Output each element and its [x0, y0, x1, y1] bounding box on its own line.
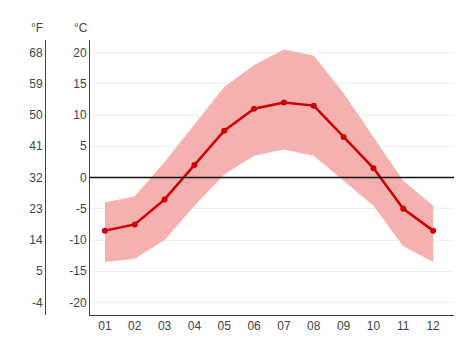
svg-text:07: 07 [277, 319, 291, 333]
svg-text:06: 06 [247, 319, 261, 333]
svg-text:01: 01 [98, 319, 112, 333]
svg-text:02: 02 [128, 319, 142, 333]
svg-text:10: 10 [73, 108, 87, 122]
svg-text:-4: -4 [32, 296, 43, 310]
svg-text:09: 09 [337, 319, 351, 333]
svg-text:20: 20 [73, 46, 87, 60]
svg-text:04: 04 [188, 319, 202, 333]
svg-text:05: 05 [218, 319, 232, 333]
svg-text:15: 15 [73, 77, 87, 91]
svg-text:°F: °F [31, 21, 43, 35]
svg-text:03: 03 [158, 319, 172, 333]
svg-text:12: 12 [426, 319, 440, 333]
svg-text:-15: -15 [69, 264, 87, 278]
svg-text:-20: -20 [69, 296, 87, 310]
svg-text:10: 10 [367, 319, 381, 333]
svg-text:-10: -10 [69, 233, 87, 247]
svg-text:5: 5 [80, 139, 87, 153]
svg-text:59: 59 [29, 77, 43, 91]
svg-text:32: 32 [29, 171, 43, 185]
svg-text:14: 14 [29, 233, 43, 247]
svg-text:11: 11 [397, 319, 410, 333]
svg-text:50: 50 [29, 108, 43, 122]
svg-text:41: 41 [29, 139, 43, 153]
svg-text:°C: °C [74, 21, 88, 35]
svg-text:08: 08 [307, 319, 321, 333]
svg-text:23: 23 [29, 202, 43, 216]
svg-text:0: 0 [80, 171, 87, 185]
svg-text:68: 68 [29, 46, 43, 60]
svg-text:-5: -5 [76, 202, 87, 216]
svg-text:5: 5 [36, 264, 43, 278]
